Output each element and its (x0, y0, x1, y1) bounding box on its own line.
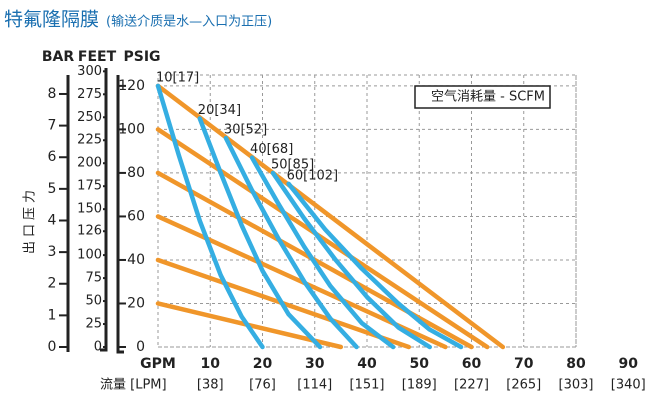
bar-axis-title: BAR (42, 49, 75, 65)
y-axis-title: 出口压力 (23, 186, 38, 254)
x-tick-label: 60 (462, 356, 482, 372)
curve-label: 30[52] (224, 123, 267, 138)
y-tick-label: 60 (127, 208, 145, 224)
x-secondary-tick-label: [114] (297, 378, 332, 393)
y-tick-label: 80 (127, 165, 145, 181)
feet-tick-label: 225 (77, 133, 102, 148)
x-tick-label: 40 (357, 356, 377, 372)
feet-tick-label: 50 (85, 294, 102, 309)
y-tick-label: 20 (127, 295, 145, 311)
x-secondary-tick-label: [340] (611, 378, 646, 393)
bar-tick-label: 8 (48, 86, 57, 102)
legend-box (414, 85, 551, 109)
x-tick-label: 20 (253, 356, 273, 372)
curve-label: 60[102] (287, 168, 339, 183)
feet-tick-label: 250 (77, 110, 102, 125)
x-tick-label: 30 (305, 356, 325, 372)
y-tick-label: 0 (136, 339, 145, 355)
y-tick-label: 100 (118, 121, 145, 137)
y-tick-label: 40 (127, 252, 145, 268)
pressure-line (155, 83, 506, 350)
consumption-curve (286, 181, 464, 350)
consumption-curve (197, 116, 323, 350)
feet-tick-label: 175 (77, 179, 102, 194)
feet-axis-line (100, 68, 108, 352)
consumption-curve (270, 170, 432, 350)
legend-title: 空气消耗量 - SCFM (431, 89, 545, 105)
x-tick-label: 80 (566, 356, 586, 372)
consumption-curve (249, 155, 396, 350)
bar-tick-label: 1 (48, 307, 57, 323)
feet-tick-label: 75 (85, 271, 102, 286)
x-tick-label: 10 (201, 356, 221, 372)
feet-tick-label: 200 (77, 156, 102, 171)
x-secondary-tick-label: [189] (402, 378, 437, 393)
feet-tick-label: 150 (77, 202, 102, 217)
curve-label: 50[85] (271, 157, 314, 172)
chart-title: 特氟隆隔膜 (4, 9, 99, 31)
x-secondary-tick-label: [303] (559, 378, 594, 393)
x-tick-label: 90 (619, 356, 639, 372)
x-axis-title: GPM (140, 356, 176, 372)
x-secondary-tick-label: [38] (197, 378, 224, 393)
x-secondary-tick-label: [151] (350, 378, 385, 393)
feet-tick-label: 100 (77, 248, 102, 263)
bar-tick-label: 0 (48, 339, 57, 355)
consumption-curve (223, 135, 359, 350)
feet-tick-label: 0 (94, 340, 102, 355)
bar-tick-label: 6 (48, 149, 57, 165)
bar-tick-label: 5 (48, 181, 57, 197)
curve-label: 40[68] (250, 142, 293, 157)
pressure-line (155, 127, 490, 350)
x-secondary-tick-label: [227] (454, 378, 489, 393)
psig-axis-title: PSIG (123, 49, 160, 65)
feet-tick-label: 25 (85, 317, 102, 332)
x-secondary-title: 流量 [LPM] (100, 378, 167, 393)
x-secondary-tick-label: [76] (249, 378, 276, 393)
curve-label: 10[17] (156, 70, 199, 85)
consumption-curve (155, 83, 265, 350)
feet-axis-title: FEET (78, 49, 117, 65)
bar-tick-label: 3 (48, 244, 57, 260)
curve-label: 20[34] (198, 103, 241, 118)
chart-subtitle: (输送介质是水—入口为正压) (106, 14, 272, 30)
bar-tick-label: 2 (48, 276, 57, 292)
x-secondary-tick-label: [265] (506, 378, 541, 393)
x-tick-label: 50 (410, 356, 430, 372)
psig-axis-line (116, 75, 124, 354)
plot-frame (157, 74, 577, 348)
feet-tick-label: 126 (77, 224, 102, 239)
feet-tick-label: 300 (77, 64, 102, 79)
y-tick-label: 120 (118, 78, 145, 94)
feet-tick-label: 275 (77, 87, 102, 102)
bar-tick-label: 4 (48, 212, 57, 228)
x-tick-label: 70 (514, 356, 534, 372)
bar-tick-label: 7 (48, 118, 57, 134)
